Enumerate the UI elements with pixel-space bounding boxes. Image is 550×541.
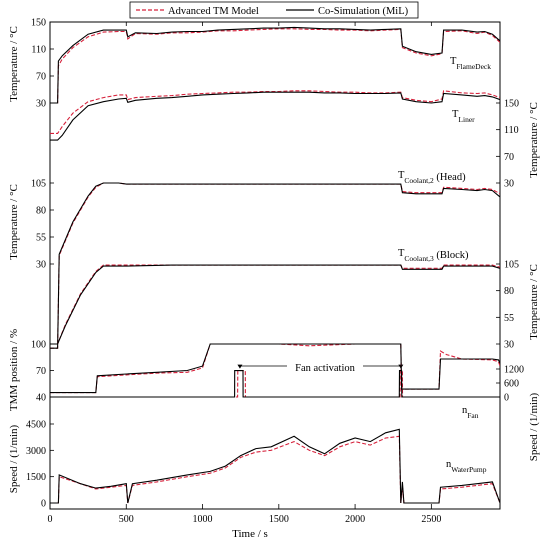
y-tick-label-right: 30 <box>504 340 514 351</box>
y-title-temp-upper-left: Temperature / °C <box>8 26 20 102</box>
y-tick-label-right: 600 <box>504 379 519 390</box>
x-tick-label: 2500 <box>421 514 441 525</box>
y-tick-label-left: 80 <box>36 206 46 217</box>
x-tick-label: 1000 <box>193 514 213 525</box>
x-tick-label: 500 <box>119 514 134 525</box>
series-t-flamedeck-cosim <box>50 26 500 104</box>
y-title-pump-speed: Speed / (1/min) <box>8 424 20 493</box>
series-t-coolant-3-block-cosim <box>50 264 500 345</box>
y-tick-label-left: 70 <box>36 72 46 83</box>
label-coolant-block: TCoolant,3 (Block) <box>398 248 469 263</box>
y-tick-label-left: 105 <box>31 179 46 190</box>
series-t-liner-model <box>50 90 500 134</box>
label-flame-deck: TFlameDeck <box>450 56 491 71</box>
y-tick-label-right: 150 <box>504 99 519 110</box>
series-t-coolant-3-block-model <box>50 264 500 345</box>
y-tick-label-left: 40 <box>36 393 46 404</box>
series-tmm-position-model <box>50 343 500 394</box>
y-tick-label-left: 100 <box>31 340 46 351</box>
y-tick-label-left: 30 <box>36 99 46 110</box>
y-tick-label-left: 150 <box>31 18 46 29</box>
series-tmm-position-cosim <box>50 343 500 394</box>
series-n-waterpump-cosim <box>50 428 500 504</box>
y-tick-label-right: 110 <box>504 125 519 136</box>
legend-label-cosim: Co-Simulation (MiL) <box>318 6 409 17</box>
y-tick-label-left: 70 <box>36 366 46 377</box>
series-n-waterpump-model <box>50 435 500 504</box>
series-n-fan-cosim <box>50 370 500 398</box>
fan-activation-label: Fan activation <box>295 363 356 374</box>
y-tick-label-right: 0 <box>504 393 509 404</box>
label-n-fan: nFan <box>462 405 479 420</box>
y-title-temp-lower-left: Temperature / °C <box>8 184 20 260</box>
y-tick-label-right: 70 <box>504 152 514 163</box>
y-tick-label-left: 4500 <box>26 420 46 431</box>
y-tick-label-right: 105 <box>504 260 519 271</box>
y-tick-label-left: 3000 <box>26 446 46 457</box>
y-tick-label-right: 80 <box>504 286 514 297</box>
series-t-flamedeck-model <box>50 28 500 104</box>
y-tick-label-left: 110 <box>31 45 46 56</box>
y-title-fan-speed: Speed / (1/min) <box>528 392 540 461</box>
y-tick-label-left: 0 <box>41 499 46 510</box>
label-coolant-head: TCoolant,2 (Head) <box>398 170 466 185</box>
y-tick-label-left: 55 <box>36 233 46 244</box>
y-tick-label-left: 1500 <box>26 472 46 483</box>
series-t-liner-cosim <box>50 91 500 141</box>
fan-activation-annotation: Fan activation <box>237 363 404 374</box>
x-axis-title: Time / s <box>232 528 268 540</box>
series-t-coolant-2-head-cosim <box>50 182 500 349</box>
y-tick-label-right: 1200 <box>504 365 524 376</box>
x-tick-label: 0 <box>48 514 53 525</box>
label-n-waterpump: nWaterPump <box>446 459 487 474</box>
y-title-temp-upper-right: Temperature / °C <box>528 102 540 178</box>
y-tick-label-right: 30 <box>504 179 514 190</box>
x-tick-label: 2000 <box>345 514 365 525</box>
y-tick-label-left: 30 <box>36 260 46 271</box>
legend: Advanced TM Model Co-Simulation (MiL) <box>129 1 419 19</box>
label-liner: TLiner <box>452 109 475 124</box>
plot-frame <box>49 21 501 510</box>
fan-activation-arrowhead-left <box>237 364 243 369</box>
series-layer <box>50 26 500 504</box>
y-title-temp-lower-right: Temperature / °C <box>528 264 540 340</box>
x-tick-label: 1500 <box>269 514 289 525</box>
legend-label-model: Advanced TM Model <box>168 6 259 17</box>
y-tick-label-right: 55 <box>504 313 514 324</box>
y-title-tmm-position: TMM position / % <box>8 329 20 411</box>
